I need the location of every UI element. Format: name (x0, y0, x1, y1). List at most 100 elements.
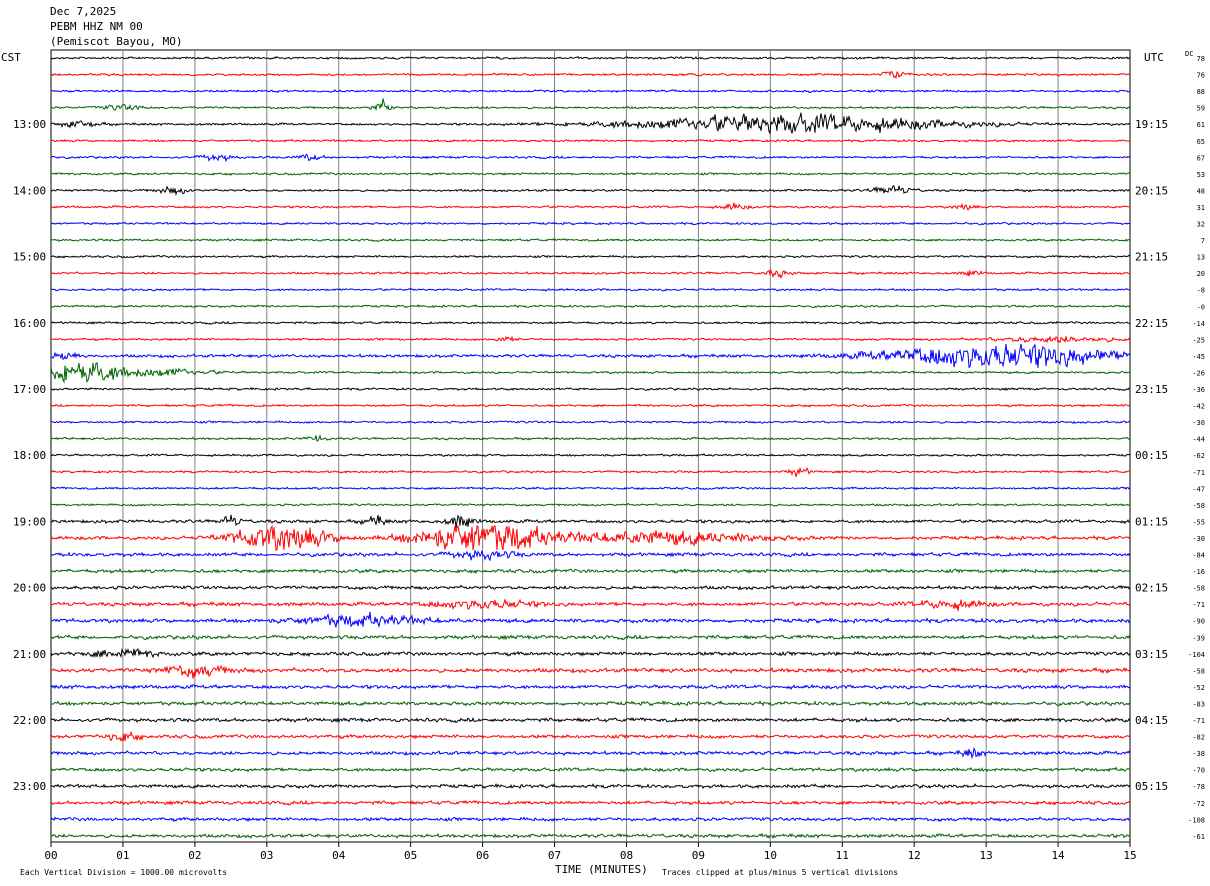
seismic-trace (50, 304, 1131, 309)
seismic-trace (50, 238, 1131, 243)
x-axis-title: TIME (MINUTES) (555, 863, 648, 876)
dc-offset-label: -25 (1192, 336, 1205, 344)
utc-hour-label: 02:15 (1135, 582, 1168, 595)
seismic-trace (50, 486, 1131, 491)
x-tick-label: 11 (836, 849, 849, 862)
dc-offset-label: -36 (1192, 386, 1205, 394)
dc-offset-label: -61 (1192, 833, 1205, 841)
x-tick-label: 10 (764, 849, 777, 862)
seismic-trace (50, 683, 1131, 691)
seismic-trace (50, 730, 1131, 742)
seismic-trace (50, 185, 1131, 197)
dc-offset-label: -71 (1192, 469, 1205, 477)
x-tick-label: 13 (980, 849, 993, 862)
cst-hour-label: 17:00 (13, 383, 46, 396)
seismic-trace (50, 664, 1131, 679)
x-tick-label: 08 (620, 849, 633, 862)
cst-hour-label: 19:00 (13, 515, 46, 528)
x-tick-label: 01 (116, 849, 129, 862)
dc-offset-label: -108 (1188, 816, 1205, 824)
seismic-trace (50, 202, 1131, 211)
utc-hour-label: 22:15 (1135, 317, 1168, 330)
cst-hour-label: 16:00 (13, 317, 46, 330)
dc-offset-label: -58 (1192, 502, 1205, 510)
station-location: (Pemiscot Bayou, MO) (50, 35, 183, 48)
dc-offset-label: -62 (1192, 452, 1205, 460)
seismic-trace (50, 568, 1131, 575)
utc-hour-label: 23:15 (1135, 383, 1168, 396)
dc-offset-label: -52 (1192, 684, 1205, 692)
utc-hour-label: 05:15 (1135, 780, 1168, 793)
seismic-trace (50, 799, 1131, 806)
cst-hour-label: 21:00 (13, 648, 46, 661)
utc-hour-label: 19:15 (1135, 118, 1168, 131)
x-tick-label: 02 (188, 849, 201, 862)
seismic-trace (50, 221, 1131, 226)
utc-hour-label: 04:15 (1135, 714, 1168, 727)
x-tick-label: 00 (44, 849, 57, 862)
seismic-trace (50, 254, 1131, 259)
seismic-trace (50, 700, 1131, 707)
dc-offset-label: 88 (1197, 88, 1205, 96)
x-tick-label: 14 (1051, 849, 1065, 862)
cst-hour-label: 22:00 (13, 714, 46, 727)
x-tick-label: 07 (548, 849, 561, 862)
cst-hour-label: 23:00 (13, 780, 46, 793)
right-timezone-label: UTC (1144, 51, 1164, 64)
seismic-trace (50, 747, 1131, 760)
x-tick-label: 03 (260, 849, 273, 862)
seismic-trace (50, 287, 1131, 292)
left-timezone-label: CST (1, 51, 21, 64)
dc-offset-label: -42 (1192, 403, 1205, 411)
seismic-trace (50, 514, 1131, 528)
dc-offset-label: 53 (1197, 171, 1205, 179)
plot-date: Dec 7,2025 (50, 5, 117, 18)
seismic-trace (50, 268, 1131, 280)
x-tick-label: 12 (908, 849, 921, 862)
dc-offset-label: -82 (1192, 734, 1205, 742)
seismic-trace (50, 766, 1131, 773)
dc-offset-label: 13 (1197, 254, 1205, 262)
dc-offset-label: 76 (1197, 72, 1205, 80)
dc-offset-label: 20 (1197, 270, 1205, 278)
cst-hour-label: 20:00 (13, 582, 46, 595)
dc-offset-label: -44 (1192, 436, 1205, 444)
x-tick-label: 05 (404, 849, 417, 862)
seismic-trace (50, 361, 1131, 384)
seismic-trace (50, 502, 1131, 507)
plot-frame (50, 49, 1131, 843)
dc-offset-label: -38 (1192, 750, 1205, 758)
dc-offset-label: -55 (1192, 518, 1205, 526)
utc-hour-label: 03:15 (1135, 648, 1168, 661)
dc-offset-label: -71 (1192, 601, 1205, 609)
seismic-trace (50, 453, 1131, 458)
dc-offset-label: -70 (1192, 767, 1205, 775)
seismic-trace (50, 71, 1131, 80)
seismic-trace (50, 89, 1131, 94)
dc-offset-label: -58 (1192, 667, 1205, 675)
utc-hour-label: 00:15 (1135, 449, 1168, 462)
seismic-trace (50, 598, 1131, 611)
utc-hour-label: 01:15 (1135, 515, 1168, 528)
seismic-trace (50, 320, 1131, 325)
cst-hour-label: 18:00 (13, 449, 46, 462)
dc-offset-label: -39 (1192, 634, 1205, 642)
dc-offset-label: -58 (1192, 585, 1205, 593)
x-tick-label: 09 (692, 849, 705, 862)
dc-offset-header: DC (1185, 50, 1194, 58)
x-tick-label: 04 (332, 849, 346, 862)
cst-hour-label: 13:00 (13, 118, 46, 131)
dc-offset-label: 48 (1197, 187, 1205, 195)
dc-offset-label: -8 (1197, 287, 1205, 295)
seismic-trace (50, 549, 1131, 562)
seismic-trace (50, 386, 1131, 391)
dc-offset-label: -71 (1192, 717, 1205, 725)
dc-offset-label: 78 (1197, 55, 1205, 63)
dc-offset-label: -30 (1192, 419, 1205, 427)
dc-offset-label: 59 (1197, 105, 1205, 113)
seismic-trace (50, 112, 1131, 135)
x-tick-label: 15 (1123, 849, 1136, 862)
dc-offset-label: -90 (1192, 618, 1205, 626)
cst-hour-label: 15:00 (13, 251, 46, 264)
dc-offset-label: -72 (1192, 800, 1205, 808)
